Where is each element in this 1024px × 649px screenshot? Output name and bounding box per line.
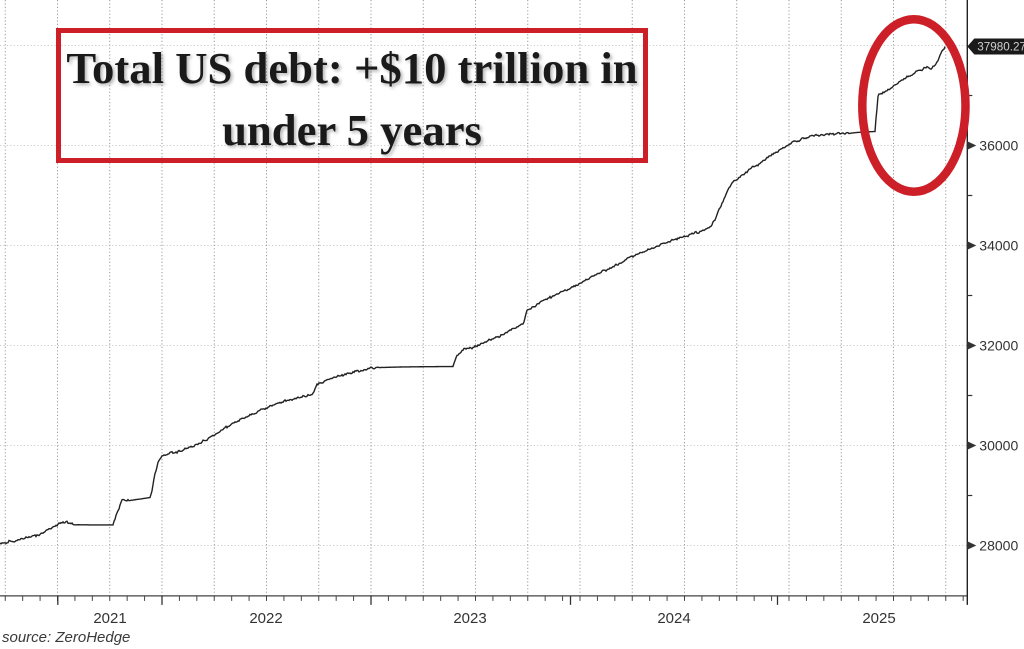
svg-text:30000: 30000 — [979, 438, 1018, 454]
svg-text:2024: 2024 — [657, 610, 690, 627]
svg-text:28000: 28000 — [979, 538, 1018, 554]
svg-text:2021: 2021 — [93, 610, 126, 627]
svg-text:2023: 2023 — [453, 610, 486, 627]
svg-text:32000: 32000 — [979, 338, 1018, 354]
svg-text:34000: 34000 — [979, 238, 1018, 254]
svg-text:2025: 2025 — [862, 610, 895, 627]
svg-text:36000: 36000 — [979, 138, 1018, 154]
svg-text:2022: 2022 — [249, 610, 282, 627]
svg-text:37980.27: 37980.27 — [977, 41, 1024, 54]
